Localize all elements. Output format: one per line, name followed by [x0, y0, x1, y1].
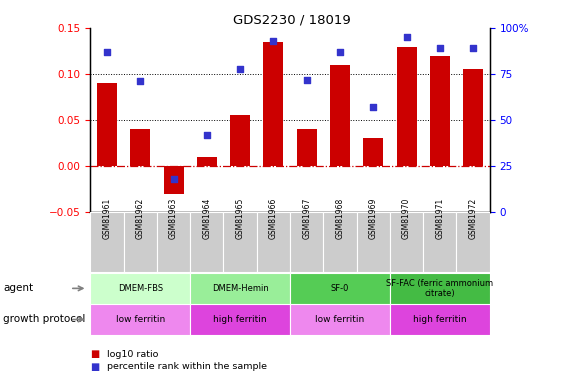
Bar [456, 212, 490, 272]
Text: growth protocol: growth protocol [3, 315, 85, 324]
Text: ■: ■ [90, 362, 100, 372]
Point [136, 78, 145, 84]
Text: low ferritin: low ferritin [315, 315, 364, 324]
Text: SF-0: SF-0 [331, 284, 349, 293]
Bar [90, 212, 124, 272]
Bar [390, 212, 423, 272]
Bar [223, 212, 257, 272]
Text: percentile rank within the sample: percentile rank within the sample [107, 362, 266, 371]
Bar [363, 138, 383, 166]
Point [435, 45, 444, 51]
Bar [124, 212, 157, 272]
Bar [190, 304, 290, 335]
Point [402, 34, 411, 40]
Text: ■: ■ [90, 350, 100, 359]
Bar [290, 212, 324, 272]
Bar [131, 129, 150, 166]
Text: GSM81972: GSM81972 [469, 198, 477, 239]
Bar [230, 116, 250, 166]
Bar [430, 56, 450, 166]
Point [202, 132, 212, 138]
Bar [390, 273, 490, 304]
Text: GSM81966: GSM81966 [269, 198, 278, 239]
Bar [257, 212, 290, 272]
Bar [396, 46, 416, 166]
Text: high ferritin: high ferritin [213, 315, 267, 324]
Bar [157, 212, 190, 272]
Text: DMEM-FBS: DMEM-FBS [118, 284, 163, 293]
Text: GSM81971: GSM81971 [436, 198, 444, 239]
Bar [324, 212, 357, 272]
Text: high ferritin: high ferritin [413, 315, 466, 324]
Text: GSM81962: GSM81962 [136, 198, 145, 239]
Bar [297, 129, 317, 166]
Bar [197, 157, 217, 166]
Bar [463, 69, 483, 166]
Bar [290, 304, 390, 335]
Bar [330, 65, 350, 166]
Bar [190, 212, 223, 272]
Text: GSM81967: GSM81967 [302, 198, 311, 239]
Text: log10 ratio: log10 ratio [107, 350, 158, 359]
Bar [390, 304, 490, 335]
Text: GSM81963: GSM81963 [169, 198, 178, 239]
Point [302, 76, 311, 82]
Bar [90, 304, 190, 335]
Bar [190, 273, 290, 304]
Text: DMEM-Hemin: DMEM-Hemin [212, 284, 269, 293]
Bar [357, 212, 390, 272]
Text: GSM81969: GSM81969 [368, 198, 378, 239]
Bar [264, 42, 283, 166]
Point [103, 49, 112, 55]
Text: GSM81965: GSM81965 [236, 198, 245, 239]
Text: GSM81968: GSM81968 [335, 198, 345, 239]
Bar [164, 166, 184, 194]
Bar [423, 212, 456, 272]
Bar [97, 83, 117, 166]
Text: GSM81964: GSM81964 [202, 198, 212, 239]
Point [335, 49, 345, 55]
Point [368, 104, 378, 110]
Bar [90, 273, 190, 304]
Text: SF-FAC (ferric ammonium
citrate): SF-FAC (ferric ammonium citrate) [387, 279, 493, 298]
Text: GSM81970: GSM81970 [402, 198, 411, 239]
Point [269, 38, 278, 44]
Point [468, 45, 477, 51]
Point [169, 176, 178, 182]
Text: GDS2230 / 18019: GDS2230 / 18019 [233, 13, 350, 26]
Text: low ferritin: low ferritin [115, 315, 165, 324]
Text: agent: agent [3, 284, 33, 293]
Bar [290, 273, 390, 304]
Point [236, 66, 245, 72]
Text: GSM81961: GSM81961 [103, 198, 111, 239]
